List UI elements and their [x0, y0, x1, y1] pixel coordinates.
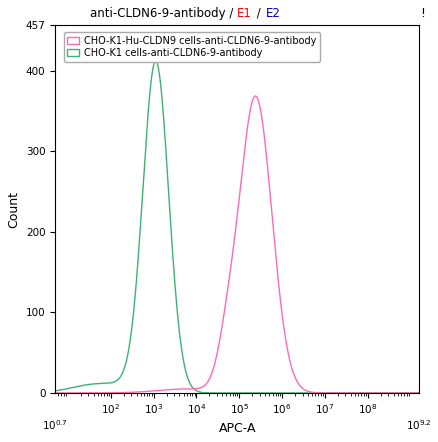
Text: $10^{0.7}$: $10^{0.7}$ [42, 418, 68, 432]
X-axis label: APC-A: APC-A [218, 422, 255, 435]
Text: E1: E1 [237, 7, 251, 19]
Text: /: / [253, 7, 264, 19]
Text: !: ! [419, 7, 424, 19]
Y-axis label: Count: Count [7, 191, 20, 228]
Text: E2: E2 [265, 7, 279, 19]
Legend: CHO-K1-Hu-CLDN9 cells-anti-CLDN6-9-antibody, CHO-K1 cells-anti-CLDN6-9-antibody: CHO-K1-Hu-CLDN9 cells-anti-CLDN6-9-antib… [64, 32, 320, 62]
Text: $10^{9.2}$: $10^{9.2}$ [406, 418, 431, 432]
Text: anti-CLDN6-9-antibody /: anti-CLDN6-9-antibody / [90, 7, 237, 19]
